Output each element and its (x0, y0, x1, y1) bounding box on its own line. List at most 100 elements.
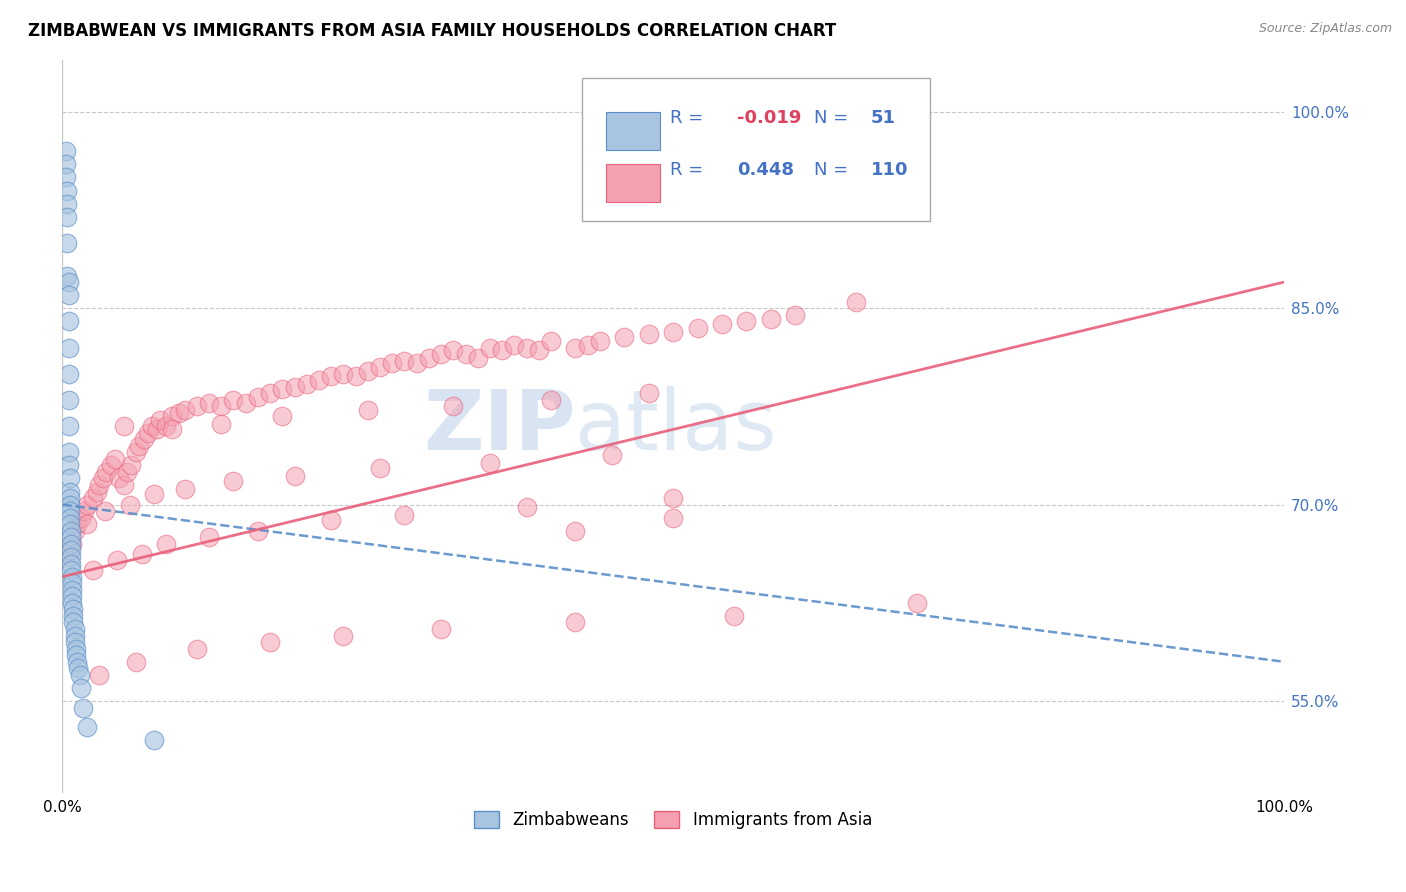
Point (295, 377, 318, 392)
Point (56, 268, 79, 283)
Point (662, 325, 685, 339)
Point (96, 465, 118, 479)
Point (637, 386, 659, 401)
Point (173, 482, 195, 496)
Point (60, 563, 83, 577)
Point (613, 330, 636, 344)
Point (82, 563, 104, 577)
Point (162, 422, 184, 436)
Text: N =: N = (814, 109, 853, 128)
Point (60, 589, 83, 603)
Point (63, 635, 86, 649)
Point (73, 504, 96, 518)
Point (55, 145, 77, 159)
Point (145, 422, 167, 436)
Point (72, 700, 94, 714)
Point (368, 360, 391, 375)
FancyBboxPatch shape (582, 78, 929, 221)
Point (143, 733, 166, 747)
Point (76, 720, 98, 734)
Point (564, 341, 586, 355)
Point (58, 445, 80, 459)
Point (55, 157, 77, 171)
Point (735, 314, 758, 328)
Point (454, 347, 477, 361)
Point (128, 439, 150, 453)
Point (430, 347, 453, 361)
Point (222, 392, 245, 407)
Point (118, 498, 141, 512)
Text: atlas: atlas (575, 385, 778, 467)
Point (60, 569, 83, 583)
Point (56, 184, 79, 198)
Point (686, 321, 709, 335)
Point (136, 425, 159, 440)
Text: R =: R = (669, 161, 709, 178)
Point (59, 498, 82, 512)
Point (125, 445, 148, 459)
Point (60, 596, 83, 610)
Point (63, 629, 86, 643)
Point (271, 409, 294, 423)
Point (60, 537, 83, 551)
Point (467, 351, 489, 365)
Point (67, 661, 90, 675)
Point (69, 668, 91, 682)
Point (357, 403, 380, 417)
Point (60, 576, 83, 591)
Point (418, 351, 440, 365)
Point (491, 343, 513, 358)
Point (65, 648, 87, 663)
Point (94, 504, 117, 518)
Point (155, 419, 177, 434)
Point (600, 448, 623, 462)
Point (149, 412, 172, 426)
Point (60, 549, 83, 564)
Point (246, 524, 269, 538)
Point (564, 615, 586, 630)
Point (82, 491, 104, 505)
Point (321, 513, 343, 527)
Point (167, 406, 190, 420)
Point (321, 369, 343, 384)
Point (308, 373, 330, 387)
Point (907, 596, 929, 610)
Point (198, 530, 221, 544)
Point (89, 478, 111, 492)
Text: ZIMBABWEAN VS IMMIGRANTS FROM ASIA FAMILY HOUSEHOLDS CORRELATION CHART: ZIMBABWEAN VS IMMIGRANTS FROM ASIA FAMIL… (28, 22, 837, 40)
Point (86, 484, 108, 499)
Point (115, 465, 138, 479)
Point (284, 380, 307, 394)
Text: 51: 51 (872, 109, 896, 128)
Text: 110: 110 (872, 161, 908, 178)
Point (259, 635, 281, 649)
Point (66, 655, 89, 669)
Text: Source: ZipAtlas.com: Source: ZipAtlas.com (1258, 22, 1392, 36)
Point (62, 615, 84, 630)
Point (576, 338, 599, 352)
Point (357, 364, 380, 378)
Point (209, 400, 232, 414)
Point (198, 395, 221, 409)
Point (430, 622, 453, 636)
Point (89, 668, 111, 682)
Point (56, 196, 79, 211)
Point (69, 681, 91, 695)
Point (58, 367, 80, 381)
Point (405, 356, 427, 370)
Point (76, 498, 98, 512)
Point (76, 517, 98, 532)
Point (540, 334, 562, 348)
Point (284, 468, 307, 483)
Point (222, 474, 245, 488)
Point (58, 275, 80, 289)
Point (60, 530, 83, 544)
Point (516, 500, 538, 515)
Point (637, 327, 659, 342)
Point (63, 622, 86, 636)
Point (60, 524, 83, 538)
Point (845, 294, 868, 309)
Point (381, 356, 404, 370)
Point (62, 609, 84, 624)
Point (759, 311, 782, 326)
